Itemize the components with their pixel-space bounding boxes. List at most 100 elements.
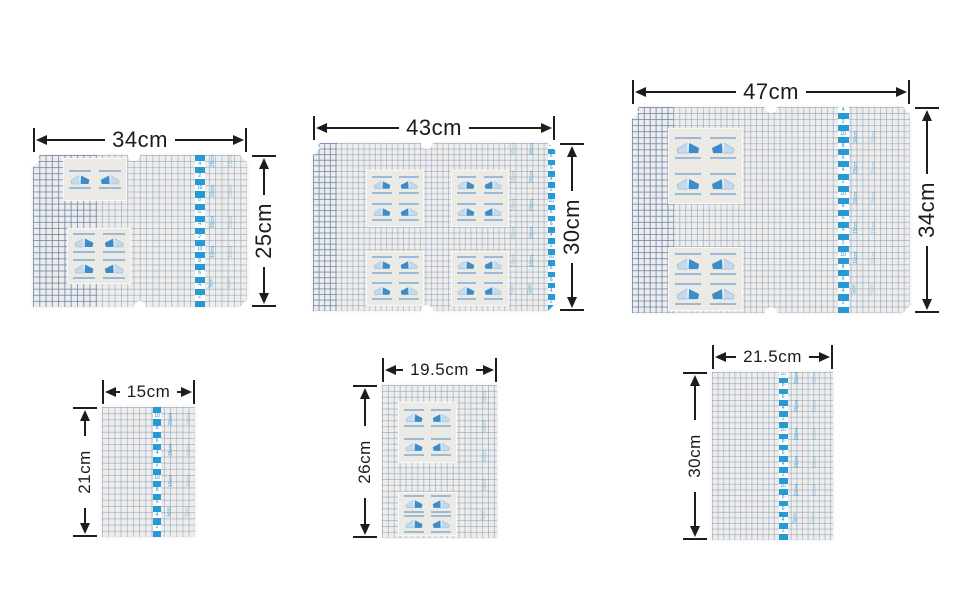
ruler-cell [837,149,849,156]
ruler-cell: 8 [547,154,555,160]
ruler-cell: 4 [194,221,205,228]
sheet-15x21cm: 10 8 6 4 2 10 8 6 4 2 5cm 5cm 10cm 10cm 15cm 15cm 20cm 20… [102,407,195,537]
ruler-cm-marker: 30cm [793,371,800,385]
ruler-cm-marker: 15cm [168,444,175,457]
dimension-end-tick [313,116,315,140]
ruler-cell: 8 [547,210,555,216]
ruler-cell: 8 [778,495,788,501]
ruler-cell [837,197,849,204]
caption-line [674,253,701,255]
ruler-cell [547,170,555,177]
book-icon [485,286,503,296]
dimension-end-tick [102,380,104,404]
ruler-cell [153,481,162,488]
ruler-cm-marker: 15cm [209,215,216,228]
ruler-cell [547,282,555,289]
ruler-cm-marker: 20cm [510,198,517,212]
caption-line [456,218,477,221]
caption-line [456,272,477,275]
ruler-cm-marker: 25cm [209,154,216,168]
book-icon [405,442,423,451]
caption-line [99,169,122,172]
ruler-cell [778,422,788,428]
ruler-cm-marker: 25cm [852,161,859,174]
dimension-arrow-up [690,375,700,420]
ruler-cell: 10 [778,483,788,490]
ruler-cell [837,233,849,241]
ruler-cm-marker: 30cm [870,131,877,144]
caption-line [371,256,392,259]
book-icon [405,520,423,529]
dimension-end-tick [252,305,276,307]
dimension-arrow-left [35,135,106,145]
height-dimension-label-box: 21cm [72,439,98,505]
ruler-cell: 8 [778,439,788,445]
ruler-cell [547,215,555,222]
dimension-end-tick [632,80,634,104]
dimension-arrow-right [808,352,831,362]
ruler-cell: 10 [778,372,788,378]
ruler-cm-marker: 15cm [852,222,859,235]
height-dimension-label: 21cm [75,450,95,494]
caption-line [674,156,701,159]
height-dimension-label: 26cm [355,439,375,484]
dimension-end-tick [33,128,35,152]
cutout-notch [420,305,433,317]
ruler-cell [778,444,788,451]
ruler-cm-marker: 5cm [226,277,233,288]
height-dimension: 30cm [682,372,708,540]
ruler-cm-marker: 25cm [870,161,877,174]
ruler-cell: 2 [153,524,162,531]
book-icon [400,181,418,190]
ruler-cell [194,155,205,162]
caption-line [403,495,424,498]
caption-line [103,259,126,262]
ruler-cm-marker: 5cm [208,277,215,288]
patch-cell [428,515,453,534]
ruler-cm-marker: 10cm [811,483,818,497]
ruler-cell [194,179,205,186]
book-icon [676,258,699,270]
cutout-notch [765,307,777,319]
ruler-cell [837,282,849,289]
caption-line [403,409,424,412]
ruler-cm-marker: 25cm [510,170,517,184]
book-icon [405,413,423,423]
ruler-cell: 10 [837,131,849,138]
caption-line [371,192,392,195]
ruler-cell [194,288,205,295]
ruler-cell [547,148,555,155]
patch-cell [369,254,394,278]
caption-line [69,187,91,190]
width-dimension-label: 21.5cm [743,347,802,366]
caption-line [399,272,419,275]
ruler-cell [837,185,849,192]
ruler-cell: 2 [194,234,205,241]
ruler-cell [778,489,788,496]
ruler-cell [194,191,205,198]
patch-cell [428,405,453,432]
instruction-label-patch [62,158,128,201]
ruler-cm-marker: 15cm [481,449,488,462]
book-icon [712,178,735,190]
dimension-end-tick [683,538,707,540]
ruler-cell: 6 [778,450,788,456]
book-icon [485,207,503,216]
ruler-cell [194,252,205,259]
ruler-cm-marker: 5cm [869,283,876,294]
height-dimension: 26cm [352,385,378,538]
caption-line [483,176,504,179]
ruler-cm-marker: 10cm [186,474,193,488]
width-dimension: 21.5cm [712,344,833,370]
width-dimension: 47cm [632,79,911,105]
ruler-cell [547,182,555,188]
dimension-arrow-down [259,267,269,304]
caption-line [403,425,424,428]
ruler-cm-marker: 20cm [852,191,859,204]
book-icon [373,261,390,270]
book-icon [432,520,450,529]
ruler-cell: 6 [153,437,162,445]
ruler-cell [153,468,162,476]
